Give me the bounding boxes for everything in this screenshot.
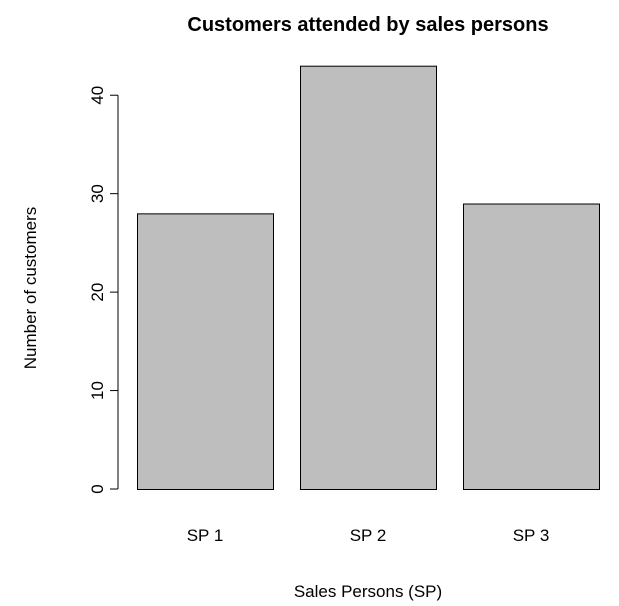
x-tick-labels: SP 1 SP 2 SP 3	[187, 526, 550, 545]
x-axis-label: Sales Persons (SP)	[294, 582, 442, 601]
x-tick-label: SP 3	[513, 526, 550, 545]
y-tick-label: 20	[88, 283, 107, 302]
y-axis: 0 10 20 30 40	[88, 86, 119, 494]
y-tick-label: 10	[88, 381, 107, 400]
y-tick-label: 0	[88, 484, 107, 493]
x-tick-label: SP 2	[350, 526, 387, 545]
bar	[137, 213, 274, 490]
y-tick-label: 30	[88, 184, 107, 203]
y-axis-label: Number of customers	[21, 207, 40, 370]
bar	[300, 65, 437, 490]
chart-title: Customers attended by sales persons	[187, 14, 548, 36]
y-tick-label: 40	[88, 86, 107, 105]
x-tick-label: SP 1	[187, 526, 224, 545]
bar	[463, 203, 600, 490]
bars	[137, 65, 600, 490]
